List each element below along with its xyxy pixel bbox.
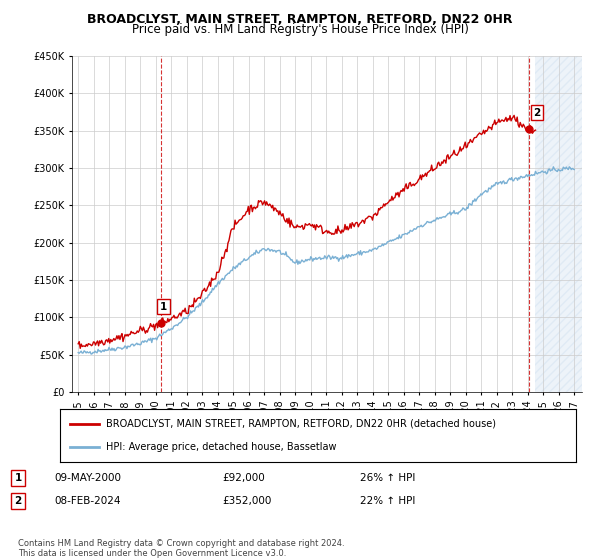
Text: 2: 2 [14,496,22,506]
Text: 09-MAY-2000: 09-MAY-2000 [54,473,121,483]
Text: 08-FEB-2024: 08-FEB-2024 [54,496,121,506]
Text: 1: 1 [160,302,167,312]
Text: 26% ↑ HPI: 26% ↑ HPI [360,473,415,483]
Text: BROADCLYST, MAIN STREET, RAMPTON, RETFORD, DN22 0HR (detached house): BROADCLYST, MAIN STREET, RAMPTON, RETFOR… [106,419,496,429]
Text: £352,000: £352,000 [222,496,271,506]
Text: BROADCLYST, MAIN STREET, RAMPTON, RETFORD, DN22 0HR: BROADCLYST, MAIN STREET, RAMPTON, RETFOR… [87,13,513,26]
Text: £92,000: £92,000 [222,473,265,483]
Text: 1: 1 [14,473,22,483]
Text: Price paid vs. HM Land Registry's House Price Index (HPI): Price paid vs. HM Land Registry's House … [131,22,469,36]
Text: This data is licensed under the Open Government Licence v3.0.: This data is licensed under the Open Gov… [18,549,286,558]
Bar [535,56,582,392]
Text: HPI: Average price, detached house, Bassetlaw: HPI: Average price, detached house, Bass… [106,442,337,452]
Text: 22% ↑ HPI: 22% ↑ HPI [360,496,415,506]
Text: 2: 2 [533,108,541,118]
Text: Contains HM Land Registry data © Crown copyright and database right 2024.: Contains HM Land Registry data © Crown c… [18,539,344,548]
